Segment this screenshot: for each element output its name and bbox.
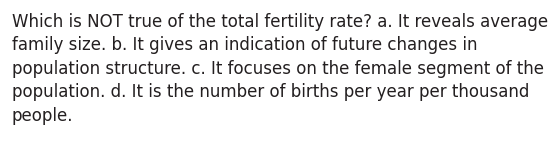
Text: people.: people. xyxy=(12,107,74,125)
Text: family size. b. It gives an indication of future changes in: family size. b. It gives an indication o… xyxy=(12,36,478,54)
Text: population. d. It is the number of births per year per thousand: population. d. It is the number of birth… xyxy=(12,84,530,101)
Text: Which is NOT true of the total fertility rate? a. It reveals average: Which is NOT true of the total fertility… xyxy=(12,13,548,31)
Text: population structure. c. It focuses on the female segment of the: population structure. c. It focuses on t… xyxy=(12,60,544,78)
